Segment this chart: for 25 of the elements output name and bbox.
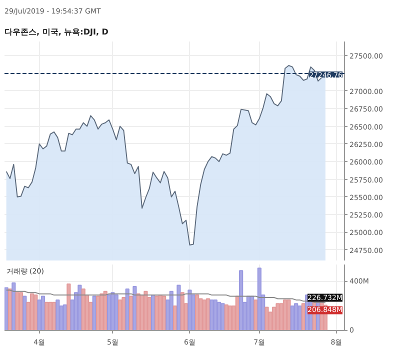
bar xyxy=(220,303,225,330)
chart-title: 다우존스, 미국, 뉴욕:DJI, D xyxy=(4,28,109,36)
bar xyxy=(132,286,137,330)
bar xyxy=(198,298,203,330)
bar xyxy=(264,306,269,330)
bar xyxy=(56,299,60,330)
bar xyxy=(144,290,148,330)
bar xyxy=(254,299,258,330)
bar xyxy=(239,270,244,330)
bar xyxy=(110,292,115,330)
bar xyxy=(276,303,280,330)
bar xyxy=(34,294,38,330)
bar xyxy=(154,296,159,330)
bar xyxy=(298,306,302,330)
bar xyxy=(12,282,16,330)
bar xyxy=(176,284,181,330)
bar xyxy=(22,296,27,330)
bar xyxy=(66,284,71,330)
bar xyxy=(188,290,192,330)
bar xyxy=(210,299,214,330)
bar xyxy=(44,302,49,330)
bar xyxy=(78,284,82,330)
bar xyxy=(286,299,291,330)
bar xyxy=(122,297,126,330)
bar xyxy=(100,293,104,330)
